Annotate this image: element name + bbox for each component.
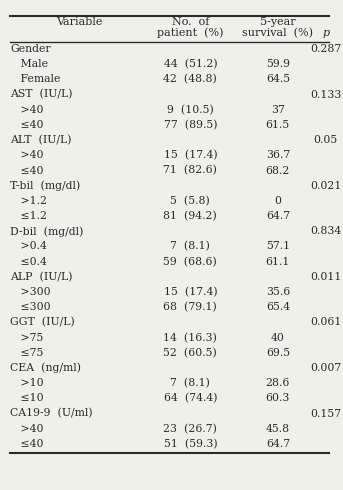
Text: AST  (IU/L): AST (IU/L) (10, 89, 73, 100)
Text: 68  (79.1): 68 (79.1) (164, 302, 217, 313)
Text: ALT  (IU/L): ALT (IU/L) (10, 135, 72, 146)
Text: 0.157: 0.157 (310, 409, 341, 418)
Text: ≤40: ≤40 (10, 120, 44, 130)
Text: Male: Male (10, 59, 48, 69)
Text: ≤40: ≤40 (10, 439, 44, 449)
Text: 69.5: 69.5 (266, 348, 290, 358)
Text: 64.7: 64.7 (266, 439, 290, 449)
Text: 44  (51.2): 44 (51.2) (164, 59, 217, 70)
Text: T-bil  (mg/dl): T-bil (mg/dl) (10, 180, 81, 191)
Text: 7  (8.1): 7 (8.1) (170, 241, 210, 252)
Text: 36.7: 36.7 (266, 150, 290, 160)
Text: 28.6: 28.6 (265, 378, 290, 388)
Text: 0.834: 0.834 (310, 226, 342, 236)
Text: patient  (%): patient (%) (157, 27, 224, 38)
Text: 35.6: 35.6 (266, 287, 290, 297)
Text: 61.1: 61.1 (265, 257, 290, 267)
Text: survival  (%): survival (%) (243, 28, 313, 38)
Text: >10: >10 (10, 378, 44, 388)
Text: >40: >40 (10, 424, 44, 434)
Text: 37: 37 (271, 105, 285, 115)
Text: 61.5: 61.5 (266, 120, 290, 130)
Text: 0.133: 0.133 (310, 90, 342, 99)
Text: 64.5: 64.5 (266, 74, 290, 84)
Text: 9  (10.5): 9 (10.5) (167, 104, 214, 115)
Text: >75: >75 (10, 333, 44, 343)
Text: 23  (26.7): 23 (26.7) (163, 423, 217, 434)
Text: 59  (68.6): 59 (68.6) (164, 256, 217, 267)
Text: 0.011: 0.011 (310, 272, 342, 282)
Text: 71  (82.6): 71 (82.6) (163, 165, 217, 176)
Text: 0.287: 0.287 (310, 44, 342, 54)
Text: GGT  (IU/L): GGT (IU/L) (10, 317, 75, 328)
Text: 5-year: 5-year (260, 17, 296, 27)
Text: 0.05: 0.05 (314, 135, 338, 145)
Text: 15  (17.4): 15 (17.4) (164, 287, 217, 297)
Text: 64  (74.4): 64 (74.4) (164, 393, 217, 404)
Text: 81  (94.2): 81 (94.2) (164, 211, 217, 221)
Text: 14  (16.3): 14 (16.3) (163, 332, 217, 343)
Text: ALP  (IU/L): ALP (IU/L) (10, 271, 73, 282)
Text: ≤10: ≤10 (10, 393, 44, 403)
Text: 51  (59.3): 51 (59.3) (164, 439, 217, 449)
Text: 42  (48.8): 42 (48.8) (164, 74, 217, 85)
Text: ≤40: ≤40 (10, 166, 44, 175)
Text: ≤1.2: ≤1.2 (10, 211, 47, 221)
Text: ≤300: ≤300 (10, 302, 51, 312)
Text: ≤0.4: ≤0.4 (10, 257, 47, 267)
Text: >40: >40 (10, 150, 44, 160)
Text: Variable: Variable (56, 17, 102, 27)
Text: 68.2: 68.2 (265, 166, 290, 175)
Text: CEA  (ng/ml): CEA (ng/ml) (10, 363, 81, 373)
Text: 7  (8.1): 7 (8.1) (170, 378, 210, 389)
Text: 0.021: 0.021 (310, 181, 342, 191)
Text: 5  (5.8): 5 (5.8) (170, 196, 210, 206)
Text: Female: Female (10, 74, 61, 84)
Text: 77  (89.5): 77 (89.5) (164, 120, 217, 130)
Text: 0.007: 0.007 (310, 363, 342, 373)
Text: No.  of: No. of (172, 17, 209, 27)
Text: 64.7: 64.7 (266, 211, 290, 221)
Text: 0.061: 0.061 (310, 318, 342, 327)
Text: 57.1: 57.1 (266, 242, 290, 251)
Text: 59.9: 59.9 (266, 59, 290, 69)
Text: >1.2: >1.2 (10, 196, 47, 206)
Text: 60.3: 60.3 (265, 393, 290, 403)
Text: D-bil  (mg/dl): D-bil (mg/dl) (10, 226, 84, 237)
Text: 0: 0 (274, 196, 281, 206)
Text: 65.4: 65.4 (266, 302, 290, 312)
Text: CA19-9  (U/ml): CA19-9 (U/ml) (10, 408, 93, 419)
Text: >0.4: >0.4 (10, 242, 47, 251)
Text: >40: >40 (10, 105, 44, 115)
Text: 15  (17.4): 15 (17.4) (164, 150, 217, 161)
Text: 40: 40 (271, 333, 285, 343)
Text: 45.8: 45.8 (266, 424, 290, 434)
Text: 52  (60.5): 52 (60.5) (164, 347, 217, 358)
Text: Gender: Gender (10, 44, 51, 54)
Text: >300: >300 (10, 287, 51, 297)
Text: ≤75: ≤75 (10, 348, 44, 358)
Text: p: p (322, 27, 329, 38)
